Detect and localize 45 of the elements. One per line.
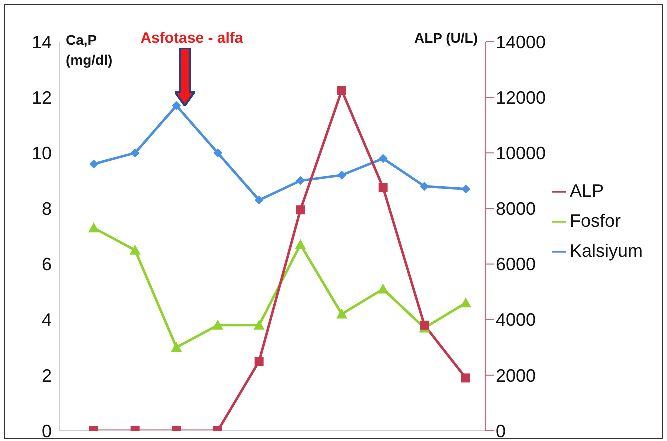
point (212, 320, 224, 330)
point (462, 184, 470, 194)
point (296, 206, 306, 215)
point (378, 154, 388, 164)
y-tick-label: 8 (42, 199, 52, 220)
legend-label: Fosfor (570, 210, 622, 230)
point (254, 196, 264, 205)
y2-tick-label: 0 (496, 421, 506, 441)
y2-tick-label: 8000 (496, 199, 536, 220)
y-axis-title: Ca,P (mg/dl) (66, 31, 114, 70)
point (171, 342, 182, 352)
y2-tick-label: 2000 (496, 366, 536, 386)
legend-label: Kalsiyum (570, 240, 644, 260)
y2-tick-label: 4000 (496, 310, 536, 330)
point (254, 320, 265, 330)
point (214, 148, 222, 158)
point (378, 183, 388, 192)
point (420, 320, 430, 330)
point (460, 298, 472, 308)
point (172, 101, 182, 110)
y-tick-label: 6 (42, 254, 52, 275)
y-tick-label: 14 (32, 32, 52, 52)
y-tick-label: 12 (32, 88, 52, 108)
point (130, 148, 140, 158)
y-tick-label: 10 (32, 144, 52, 164)
point (296, 176, 306, 186)
annotation: Asfotase - alfa (140, 30, 244, 47)
y2-tick-label: 10000 (496, 144, 546, 164)
point (420, 182, 430, 191)
y-tick-label: 0 (42, 421, 52, 441)
point (378, 284, 389, 294)
point (130, 244, 141, 255)
y2-tick-label: 12000 (496, 88, 546, 108)
point (338, 86, 346, 96)
point (295, 239, 306, 250)
legend-label: ALP (570, 180, 604, 200)
point (336, 308, 348, 319)
point (338, 170, 346, 180)
point (88, 222, 100, 233)
y-tick-label: 4 (42, 310, 52, 330)
y2-tick-label: 14000 (496, 32, 546, 52)
y-tick-label: 2 (42, 366, 52, 386)
y2-axis-title: ALP (U/L) (414, 30, 478, 46)
y2-tick-label: 6000 (496, 254, 536, 275)
point (90, 160, 98, 169)
